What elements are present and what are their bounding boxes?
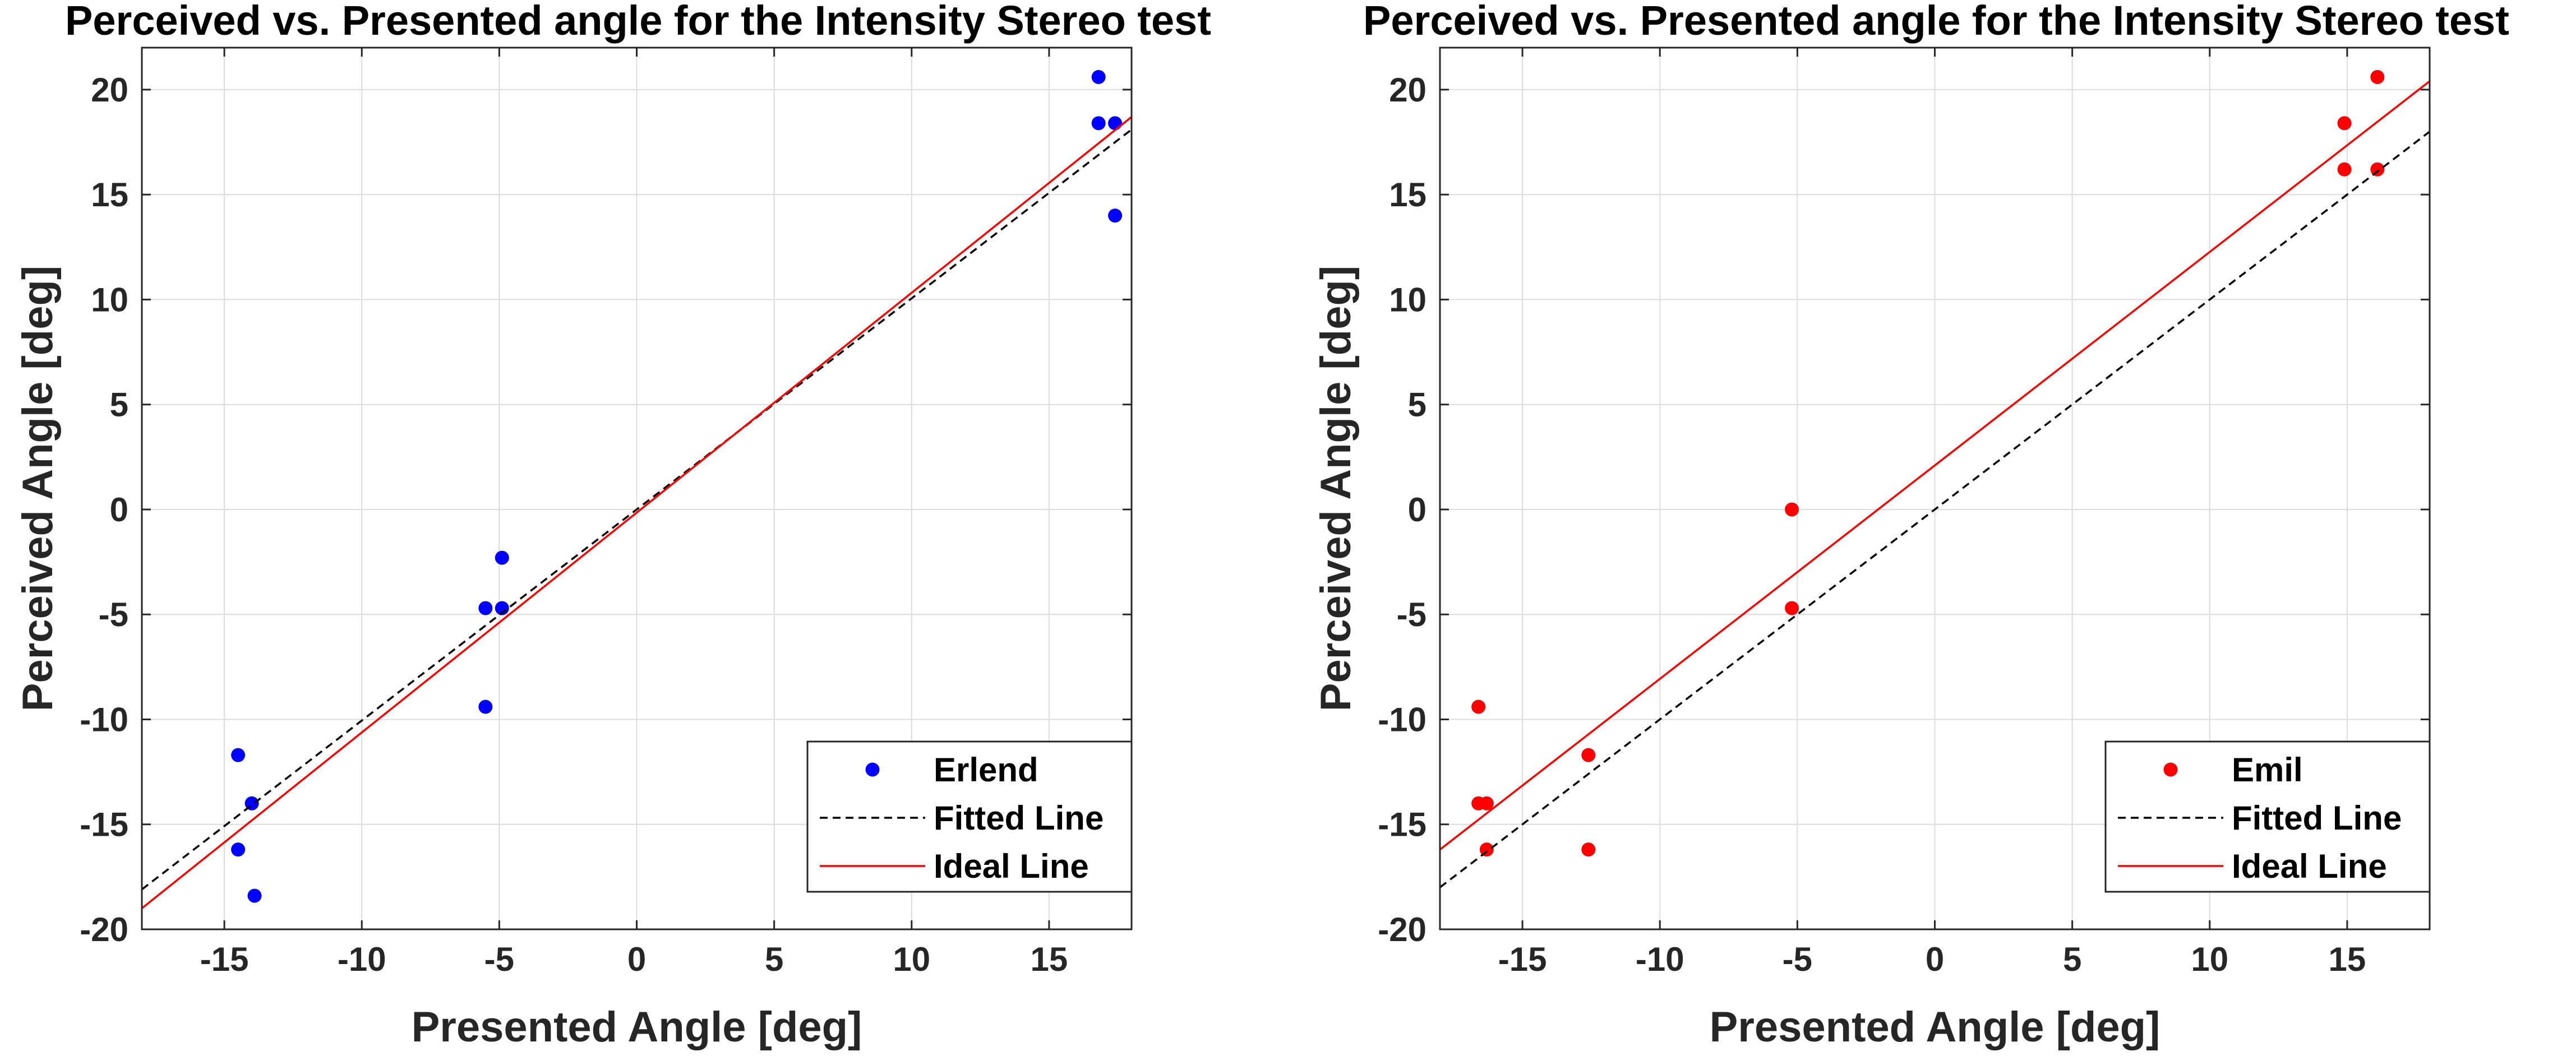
- x-axis-label: Presented Angle [deg]: [1710, 1003, 2160, 1051]
- data-point: [1581, 842, 1596, 857]
- y-tick-label: -5: [99, 596, 128, 633]
- data-point: [1581, 748, 1596, 762]
- legend-entry-label: Fitted Line: [934, 799, 1104, 837]
- legend: Erlend Fitted Line Ideal Line: [806, 740, 1133, 893]
- y-tick-label: 20: [91, 71, 128, 109]
- y-tick-label: 5: [1408, 386, 1427, 424]
- y-tick-label: -5: [1397, 596, 1427, 633]
- legend-entry-label: Fitted Line: [2232, 799, 2402, 837]
- data-point: [1091, 70, 1106, 84]
- legend-marker-swatch: [2163, 762, 2178, 777]
- chart-title: Perceived vs. Presented angle for the In…: [1363, 0, 2509, 44]
- legend-marker-swatch: [865, 762, 880, 777]
- x-tick-label: 15: [2329, 941, 2366, 978]
- fitted-line: [1440, 131, 2430, 888]
- x-axis-label: Presented Angle [deg]: [412, 1003, 862, 1051]
- x-tick-label: 0: [627, 941, 646, 978]
- series-group: [142, 70, 1132, 909]
- fitted-line: [142, 128, 1132, 891]
- y-tick-label: -15: [1378, 806, 1427, 844]
- chart-panel-1: -15 -10 -5 0 5 10 15 -20 -15 -10 -5 0 5 10 15 20 Perceiv…: [14, 0, 1211, 1051]
- x-tick-label: 5: [2063, 941, 2081, 978]
- y-tick-label: -15: [80, 806, 128, 844]
- x-tick-label: 0: [1926, 941, 1944, 978]
- y-tick-label: -10: [1378, 701, 1427, 738]
- legend: Emil Fitted Line Ideal Line: [2104, 740, 2431, 893]
- data-point: [1108, 116, 1123, 131]
- y-tick-label: 10: [1389, 281, 1427, 318]
- y-tick-label: 15: [91, 176, 128, 214]
- x-tick-label: 5: [765, 941, 783, 978]
- x-tick-label: -15: [200, 941, 249, 978]
- data-point: [1785, 502, 1799, 517]
- y-tick-label: -20: [80, 911, 128, 948]
- chart-panel-2: -15 -10 -5 0 5 10 15 -20 -15 -10 -5 0 5 10 15 20 Perceiv…: [1312, 0, 2509, 1051]
- data-point: [495, 601, 509, 615]
- x-tick-label: -5: [1783, 941, 1812, 978]
- data-point: [2337, 162, 2352, 177]
- x-tick-label: -5: [484, 941, 514, 978]
- data-point: [247, 888, 262, 903]
- legend-entry-label: Erlend: [934, 751, 1038, 789]
- data-point: [478, 700, 493, 714]
- y-tick-label: 15: [1389, 176, 1427, 214]
- legend-entry-label: Ideal Line: [934, 847, 1089, 885]
- x-tick-label: -10: [1636, 941, 1684, 978]
- y-tick-label: 0: [110, 491, 128, 529]
- y-axis-label: Perceived Angle [deg]: [14, 266, 62, 711]
- series-group: [1440, 70, 2430, 888]
- y-tick-label: 5: [110, 386, 128, 424]
- y-tick-label: 20: [1389, 71, 1427, 109]
- y-tick-label: -10: [80, 701, 128, 738]
- data-point: [495, 550, 509, 565]
- data-point: [1479, 842, 1494, 857]
- legend-entry-label: Ideal Line: [2232, 847, 2387, 885]
- y-tick-label: -20: [1378, 911, 1427, 948]
- x-tick-label: -10: [338, 941, 386, 978]
- data-point: [231, 842, 246, 857]
- y-tick-label: 0: [1408, 491, 1427, 529]
- data-point: [2370, 70, 2385, 84]
- data-point: [1785, 601, 1799, 615]
- x-tick-label: 10: [893, 941, 930, 978]
- chart-title: Perceived vs. Presented angle for the In…: [65, 0, 1211, 44]
- data-point: [478, 601, 493, 615]
- x-tick-label: 15: [1031, 941, 1068, 978]
- data-point: [1471, 700, 1486, 714]
- data-point: [231, 748, 246, 762]
- data-point: [2370, 162, 2385, 177]
- ideal-line: [142, 116, 1132, 909]
- x-tick-label: -15: [1498, 941, 1547, 978]
- y-axis-label: Perceived Angle [deg]: [1312, 266, 1360, 711]
- data-point: [2337, 116, 2352, 131]
- x-tick-label: 10: [2191, 941, 2228, 978]
- data-point: [1108, 209, 1123, 223]
- y-tick-label: 10: [91, 281, 128, 318]
- legend-entry-label: Emil: [2232, 751, 2303, 789]
- ideal-line: [1440, 80, 2430, 851]
- data-point: [1479, 796, 1494, 810]
- data-point: [1091, 116, 1106, 131]
